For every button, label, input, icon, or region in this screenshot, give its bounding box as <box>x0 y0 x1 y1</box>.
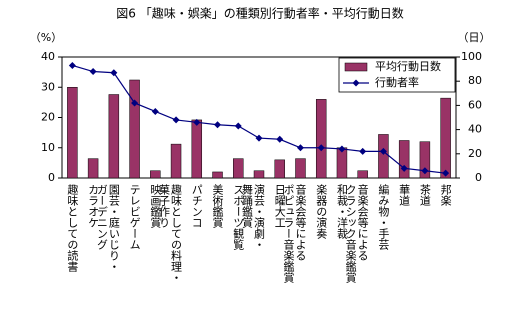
bar <box>67 87 78 179</box>
y-tick-label: 30 <box>41 80 55 93</box>
bar <box>108 94 120 179</box>
legend-label: 行動者率 <box>375 75 419 89</box>
bar <box>295 158 306 179</box>
marker <box>379 147 387 155</box>
marker <box>421 167 429 175</box>
x-tick-label: 音楽会等によるポピュラー音楽鑑賞 <box>282 183 307 284</box>
bar <box>378 134 389 179</box>
x-tick-label: 和裁・洋裁 <box>335 184 348 239</box>
y-tick-label: 0 <box>48 171 55 184</box>
x-tick-label: 日曜大工 <box>273 184 286 228</box>
bar <box>233 158 244 179</box>
y-axis-label: （%） <box>30 31 62 44</box>
x-tick-label: パチンコ <box>190 184 203 228</box>
marker <box>255 134 263 142</box>
marker <box>89 68 97 76</box>
marker <box>359 147 367 155</box>
x-tick-label: 趣味としての料理・菓子作り <box>158 183 183 283</box>
x-tick-label: 邦楽 <box>439 184 452 207</box>
bar <box>419 141 431 179</box>
legend-label: 平均行動日数 <box>375 59 441 73</box>
bar <box>87 158 99 179</box>
bar <box>212 171 223 179</box>
marker <box>276 135 284 143</box>
legend-marker <box>352 79 360 87</box>
x-tick-label: カラオケ <box>87 184 100 228</box>
bar <box>129 79 140 179</box>
x-tick-label: 趣味としての読書 <box>66 183 79 273</box>
marker <box>131 99 139 107</box>
x-tick-label: 映画鑑賞 <box>149 184 162 229</box>
marker <box>68 61 76 69</box>
marker <box>234 122 242 130</box>
bar <box>274 159 285 179</box>
bar <box>150 170 161 179</box>
bar <box>357 170 368 179</box>
x-tick-label: 演芸・演劇・舞踊鑑賞 <box>241 183 266 250</box>
marker <box>338 145 346 153</box>
marker <box>193 118 201 126</box>
marker <box>172 116 180 124</box>
x-tick-label: 楽器の演奏 <box>315 184 328 240</box>
y2-axis-label: （日） <box>458 31 491 44</box>
x-tick-label: 園芸・庭いじり・ガーデニング <box>95 184 120 272</box>
y2-tick-label: 40 <box>468 123 482 136</box>
chart-title: 図6 「趣味・娯楽」の種類別行動者率・平均行動日数 <box>116 6 403 21</box>
marker <box>214 121 222 129</box>
marker <box>151 107 159 115</box>
bar <box>170 143 182 179</box>
legend-swatch <box>344 62 368 72</box>
bar <box>440 97 451 179</box>
x-tick-label: 茶道 <box>418 184 431 206</box>
y2-tick-label: 20 <box>468 147 482 160</box>
x-tick-label: 華道 <box>398 184 411 206</box>
marker <box>400 164 408 172</box>
marker <box>442 169 450 177</box>
x-tick-label: スポーツ観覧 <box>232 184 245 251</box>
x-tick-label: テレビゲーム <box>128 184 141 250</box>
y2-tick-label: 100 <box>461 50 482 63</box>
y-tick-label: 20 <box>41 111 55 124</box>
y2-tick-label: 80 <box>468 74 482 87</box>
bar <box>398 140 410 179</box>
marker <box>317 144 325 152</box>
y-tick-label: 40 <box>41 50 55 63</box>
y2-tick-label: 0 <box>475 171 482 184</box>
x-tick-label: 編み物・手芸 <box>377 183 390 251</box>
x-tick-label: 音楽会等によるクラシック音楽鑑賞 <box>344 183 369 284</box>
y-tick-label: 10 <box>41 141 55 154</box>
marker <box>296 144 304 152</box>
x-tick-label: 美術鑑賞 <box>211 184 224 229</box>
bar <box>191 119 203 179</box>
marker <box>110 69 118 77</box>
bar <box>315 99 327 179</box>
y2-tick-label: 60 <box>468 98 482 111</box>
bar <box>253 170 265 179</box>
